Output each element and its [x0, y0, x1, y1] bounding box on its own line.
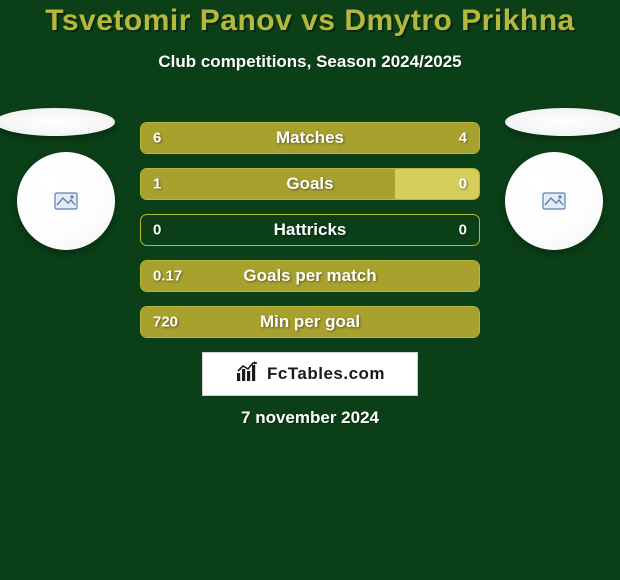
- brand-text: FcTables.com: [267, 364, 385, 384]
- subtitle: Club competitions, Season 2024/2025: [0, 52, 620, 72]
- stat-fill-right: [395, 169, 480, 199]
- stat-fill-right: [344, 123, 479, 153]
- stat-row: Min per goal720: [140, 306, 480, 338]
- bar-chart-icon: [235, 361, 261, 388]
- stat-row: Goals per match0.17: [140, 260, 480, 292]
- stat-fill-left: [141, 307, 479, 337]
- stats-panel: Matches64 Goals10 Hattricks0 0 Goals per mat…: [140, 122, 480, 338]
- player-left-shadow: [0, 108, 115, 136]
- stat-value-right: 0: [459, 222, 467, 239]
- player-right-shadow: [505, 108, 620, 136]
- stat-row: Goals10: [140, 168, 480, 200]
- stat-row: Matches64: [140, 122, 480, 154]
- brand-badge[interactable]: FcTables.com: [202, 352, 418, 396]
- stat-fill-left: [141, 123, 344, 153]
- stat-value-left: 0: [153, 222, 161, 239]
- player-left: [0, 108, 115, 250]
- avatar-icon: [542, 192, 566, 210]
- player-right-head: [505, 152, 603, 250]
- player-left-head: [17, 152, 115, 250]
- stat-label: Hattricks: [141, 220, 479, 240]
- player-right: [505, 108, 620, 250]
- stat-fill-left: [141, 169, 395, 199]
- date-line: 7 november 2024: [0, 408, 620, 428]
- stat-fill-left: [141, 261, 479, 291]
- stat-row: Hattricks0 0: [140, 214, 480, 246]
- avatar-icon: [54, 192, 78, 210]
- page-title: Tsvetomir Panov vs Dmytro Prikhna: [0, 0, 620, 38]
